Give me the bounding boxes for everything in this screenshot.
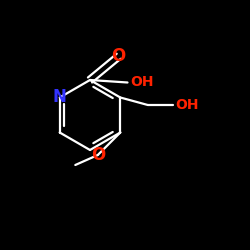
Text: O: O <box>112 47 126 65</box>
Text: OH: OH <box>175 98 199 112</box>
Text: OH: OH <box>130 76 154 90</box>
Text: N: N <box>53 88 67 106</box>
Text: O: O <box>91 146 105 164</box>
